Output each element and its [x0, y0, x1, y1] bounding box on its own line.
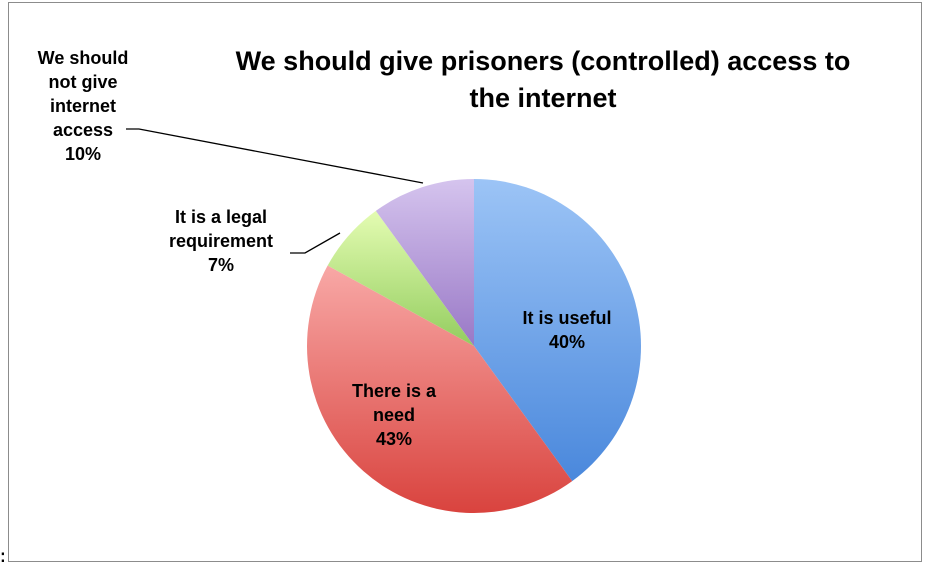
- pie-slice-there-is-a-need: [307, 265, 573, 514]
- data-label-it-is-useful: It is useful 40%: [522, 308, 611, 352]
- chart-title-text: We should give prisoners (controlled) ac…: [236, 46, 851, 113]
- pie-chart: It is useful 40% There is a need 43% It is a …: [38, 46, 851, 514]
- chart-frame: It is useful 40% There is a need 43% It is a …: [8, 2, 922, 562]
- leader-line-not-give-internet-access: [126, 128, 424, 184]
- data-label-we-should-not-give-internet-access: We should not give internet access 10%: [38, 48, 129, 164]
- leader-line-legal-requirement: [290, 232, 341, 254]
- data-label-there-is-a-need: There is a need 43%: [352, 381, 437, 449]
- leader-lines: [126, 128, 424, 254]
- stray-colon-mark: :: [0, 546, 4, 566]
- pie-slices: [307, 179, 642, 514]
- pie-slice-we-should-not-give-internet-access: [375, 179, 474, 346]
- pie-slice-it-is-useful: [474, 179, 642, 482]
- data-label-it-is-a-legal-requirement: It is a legal requirement 7%: [169, 207, 273, 275]
- pie-slice-it-is-a-legal-requirement: [327, 210, 474, 346]
- chart-title: We should give prisoners (controlled) ac…: [236, 46, 851, 113]
- data-labels: It is useful 40% There is a need 43% It is a …: [38, 48, 612, 449]
